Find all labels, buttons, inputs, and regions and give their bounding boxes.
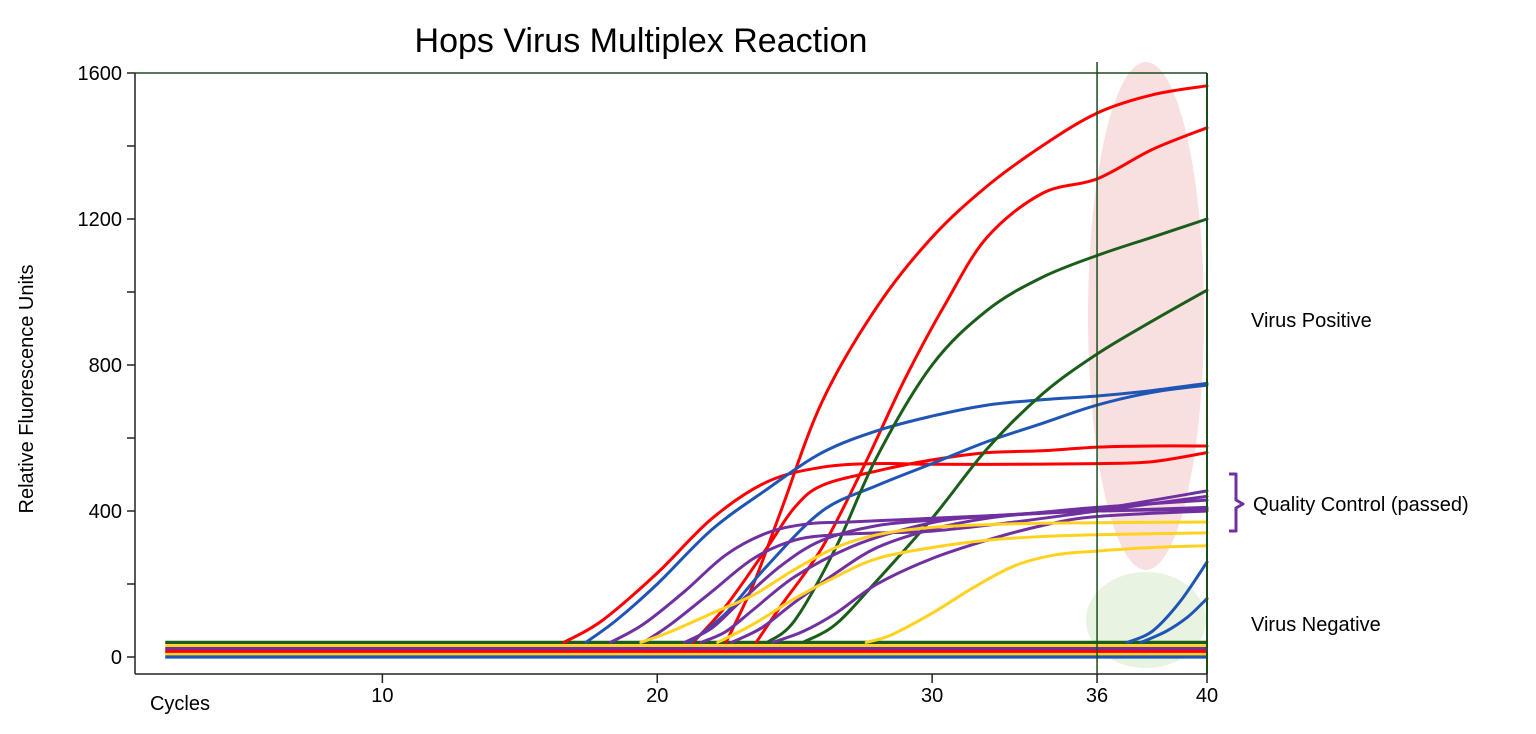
series-line-18 — [864, 544, 1209, 644]
series-line-12 — [683, 498, 1209, 644]
quality-control-bracket — [1229, 472, 1245, 533]
x-tick-label-40: 40 — [1196, 685, 1218, 707]
series-line-6 — [1125, 560, 1209, 644]
series-line-11 — [642, 494, 1209, 644]
virus-positive-zone — [1088, 62, 1204, 570]
y-tick-label-0: 0 — [111, 647, 122, 669]
series-line-8 — [765, 217, 1209, 644]
annotation-quality-control: Quality Control (passed) — [1253, 494, 1469, 516]
x-tick-label-10: 10 — [371, 685, 393, 707]
annotation-virus-positive: Virus Positive — [1251, 310, 1372, 332]
y-tick-label-400: 400 — [89, 501, 122, 523]
x-tick-label-36: 36 — [1086, 685, 1108, 707]
x-tick-label-20: 20 — [646, 685, 668, 707]
axes: 0 400 800 1200 1600 10 20 30 36 40 — [78, 62, 1218, 707]
annotation-virus-negative: Virus Negative — [1251, 614, 1381, 636]
annotations: Virus Positive Quality Control (passed) … — [1229, 310, 1469, 636]
y-tick-label-800: 800 — [89, 355, 122, 377]
chart-title: Hops Virus Multiplex Reaction — [415, 22, 868, 60]
series-line-5 — [688, 383, 1209, 644]
series-line-3 — [754, 126, 1209, 644]
y-axis-title: Relative Fluorescence Units — [16, 265, 38, 514]
x-tick-label-30: 30 — [921, 685, 943, 707]
series-line-1 — [691, 444, 1209, 644]
series-line-17 — [716, 531, 1209, 644]
series-line-9 — [801, 288, 1209, 644]
series-line-7 — [1139, 597, 1209, 644]
y-tick-label-1600: 1600 — [78, 63, 123, 85]
series-line-16 — [639, 520, 1209, 644]
y-tick-label-1200: 1200 — [78, 209, 123, 231]
series-line-14 — [730, 505, 1209, 644]
baseline-group — [165, 640, 1207, 659]
x-axis-title: Cycles — [150, 693, 210, 715]
